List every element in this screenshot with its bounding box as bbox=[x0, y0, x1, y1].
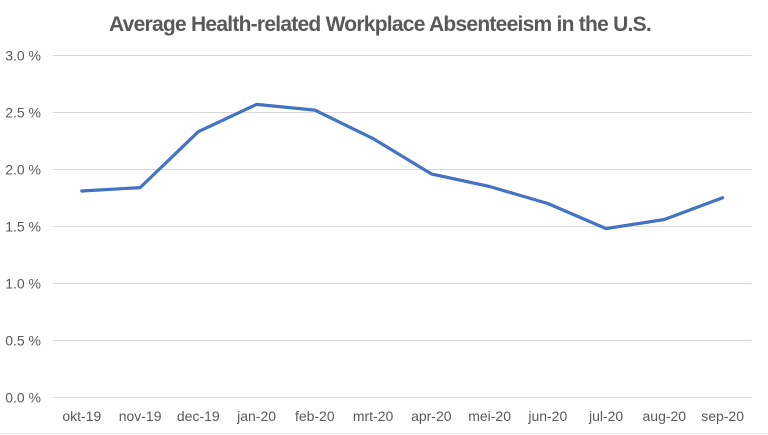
svg-text:Average Health-related Workpla: Average Health-related Workplace Absente… bbox=[109, 13, 651, 36]
svg-text:jun-20: jun-20 bbox=[527, 408, 567, 424]
svg-text:mei-20: mei-20 bbox=[468, 408, 511, 424]
svg-text:dec-19: dec-19 bbox=[177, 408, 220, 424]
svg-text:1.0 %: 1.0 % bbox=[5, 276, 41, 292]
svg-text:jan-20: jan-20 bbox=[236, 408, 276, 424]
svg-text:mrt-20: mrt-20 bbox=[353, 408, 394, 424]
svg-text:aug-20: aug-20 bbox=[643, 408, 687, 424]
svg-text:jul-20: jul-20 bbox=[588, 408, 623, 424]
svg-text:2.5 %: 2.5 % bbox=[5, 105, 41, 121]
svg-text:3.0 %: 3.0 % bbox=[5, 48, 41, 64]
svg-text:feb-20: feb-20 bbox=[295, 408, 335, 424]
svg-text:sep-20: sep-20 bbox=[701, 408, 744, 424]
svg-text:2.0 %: 2.0 % bbox=[5, 162, 41, 178]
svg-text:nov-19: nov-19 bbox=[119, 408, 162, 424]
svg-text:0.0 %: 0.0 % bbox=[5, 389, 41, 405]
svg-text:okt-19: okt-19 bbox=[62, 408, 101, 424]
svg-text:apr-20: apr-20 bbox=[411, 408, 452, 424]
svg-text:1.5 %: 1.5 % bbox=[5, 219, 41, 235]
svg-text:0.5 %: 0.5 % bbox=[5, 333, 41, 349]
